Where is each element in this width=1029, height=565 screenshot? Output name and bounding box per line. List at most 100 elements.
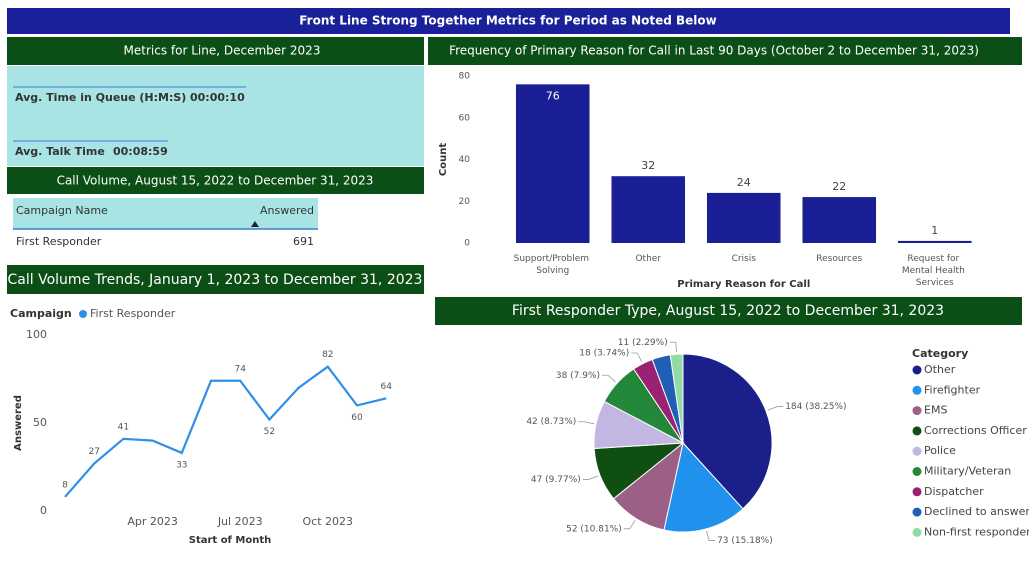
data-label: 73 (15.18%) <box>717 536 773 546</box>
table-cell: 691 <box>293 235 314 248</box>
y-axis-title: Answered <box>13 395 24 451</box>
leader-line <box>631 352 643 363</box>
legend-swatch <box>912 406 922 416</box>
bar <box>802 197 877 243</box>
y-tick-label: 80 <box>459 72 471 82</box>
legend-label: Dispatcher <box>924 485 984 498</box>
legend-title: Category <box>912 347 968 360</box>
data-label: 11 (2.29%) <box>618 338 668 348</box>
metrics-title: Metrics for Line, December 2023 <box>124 44 321 58</box>
bar <box>611 176 686 243</box>
y-tick-label: 0 <box>40 504 47 517</box>
x-tick-label: Oct 2023 <box>303 515 354 528</box>
y-tick-label: 50 <box>33 416 47 429</box>
kpi-label: Avg. Talk Time <box>15 145 105 158</box>
legend-swatch <box>912 527 922 537</box>
legend-label: First Responder <box>90 307 176 320</box>
x-axis-title: Start of Month <box>189 535 271 546</box>
kpi-label: Avg. Time in Queue (H:M:S) <box>15 91 186 104</box>
data-label: 27 <box>88 447 99 457</box>
legend-swatch <box>912 426 922 436</box>
data-label: 74 <box>234 364 246 374</box>
data-label: 22 <box>832 180 846 193</box>
x-tick-label: Jul 2023 <box>217 515 263 528</box>
data-label: 33 <box>176 460 187 470</box>
section-header <box>7 265 424 294</box>
pie-slice <box>682 353 773 510</box>
kpi-panel <box>7 66 424 166</box>
legend-label: Corrections Officer <box>924 424 1027 437</box>
data-label: 52 <box>264 427 275 437</box>
column-header: Answered <box>260 204 314 217</box>
legend-swatch <box>912 446 922 456</box>
legend-label: Firefighter <box>924 383 981 396</box>
pie-slice <box>669 353 684 444</box>
bar <box>706 192 781 243</box>
x-tick-label: Other <box>635 254 661 264</box>
table-header <box>13 198 318 229</box>
legend-swatch <box>79 310 87 318</box>
table-title: Call Volume, August 15, 2022 to December… <box>57 174 374 188</box>
data-label: 38 (7.9%) <box>556 371 600 381</box>
data-label: 42 (8.73%) <box>526 417 576 427</box>
bar <box>897 240 972 243</box>
legend-title: Campaign <box>10 307 72 320</box>
data-label: 8 <box>62 480 68 490</box>
leader-line <box>669 341 677 353</box>
legend-label: Military/Veteran <box>924 465 1011 478</box>
line-title: Call Volume Trends, January 1, 2023 to D… <box>8 272 423 288</box>
x-tick-label: Apr 2023 <box>127 515 178 528</box>
bar <box>515 84 590 243</box>
kpi-value: 00:08:59 <box>113 145 168 158</box>
y-axis-title: Count <box>438 143 449 176</box>
x-tick-label: Crisis <box>732 254 757 264</box>
y-tick-label: 60 <box>459 113 471 123</box>
section-header <box>7 167 424 194</box>
kpi-value: 00:00:10 <box>190 91 245 104</box>
legend-label: Other <box>924 363 956 376</box>
data-label: 60 <box>351 413 363 423</box>
pie-title: First Responder Type, August 15, 2022 to… <box>512 303 944 319</box>
y-tick-label: 40 <box>459 155 471 165</box>
x-axis-title: Primary Reason for Call <box>677 279 810 290</box>
y-tick-label: 100 <box>26 328 47 341</box>
legend-swatch <box>912 487 922 497</box>
data-label: 64 <box>380 382 392 392</box>
page-title: Front Line Strong Together Metrics for P… <box>299 14 717 28</box>
line <box>64 365 387 498</box>
header-bar <box>7 8 1010 34</box>
bar-title: Frequency of Primary Reason for Call in … <box>449 44 979 58</box>
section-header <box>435 297 1022 325</box>
leader-line <box>706 530 716 541</box>
leader-line <box>767 406 784 411</box>
section-header <box>428 37 1022 65</box>
data-label: 52 (10.81%) <box>566 524 622 534</box>
leader-line <box>578 421 595 425</box>
leader-line <box>623 520 636 530</box>
legend-swatch <box>912 385 922 395</box>
legend-label: Police <box>924 444 956 457</box>
legend-swatch <box>912 467 922 476</box>
section-header <box>7 37 424 65</box>
data-label: 18 (3.74%) <box>579 348 629 358</box>
legend-label: Non-first responder <box>924 525 1029 538</box>
data-label: 184 (38.25%) <box>785 402 846 412</box>
data-label: 47 (9.77%) <box>531 475 581 485</box>
data-label: 41 <box>118 422 129 432</box>
data-label: 1 <box>931 224 938 237</box>
table-cell: First Responder <box>16 235 102 248</box>
pie-slice <box>663 441 744 533</box>
legend-label: EMS <box>924 404 947 417</box>
data-label: 32 <box>641 159 655 172</box>
data-label: 24 <box>737 176 751 189</box>
legend-label: Declined to answer <box>924 505 1029 518</box>
leader-line <box>602 374 616 383</box>
y-tick-label: 0 <box>464 239 470 249</box>
x-tick-label: Support/Problem Solving <box>514 254 592 276</box>
legend-swatch <box>912 365 922 375</box>
sort-icon[interactable] <box>251 221 259 227</box>
legend-swatch <box>912 507 922 517</box>
data-label: 82 <box>322 350 333 360</box>
y-tick-label: 20 <box>459 197 471 207</box>
